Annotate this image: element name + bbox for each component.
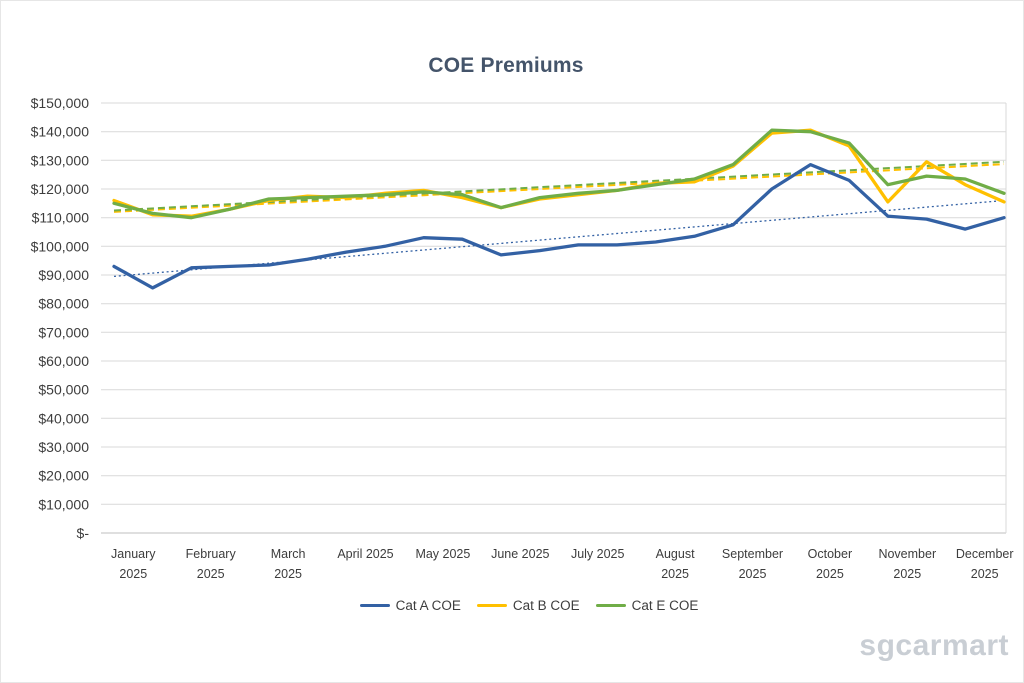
x-axis-tick-label: March [271, 547, 306, 561]
y-axis-tick-label: $50,000 [38, 382, 89, 398]
x-axis-tick-label: April 2025 [337, 547, 393, 561]
legend-item-cat-e: Cat E COE [595, 598, 699, 613]
x-axis-tick-label: September [722, 547, 783, 561]
sgcarmart-watermark: sgcarmart [859, 629, 1009, 662]
y-axis-tick-label: $40,000 [38, 410, 89, 426]
trendline-cat-b-coe [113, 163, 1005, 213]
y-axis-tick-label: $140,000 [31, 124, 90, 140]
y-axis-tick-label: $- [77, 525, 90, 541]
legend-label-cat-b: Cat B COE [512, 598, 580, 613]
x-axis-tick-label: August [656, 547, 695, 561]
x-axis-tick-label: January [111, 547, 156, 561]
x-axis-tick-label: 2025 [739, 567, 767, 581]
y-axis-tick-label: $10,000 [38, 496, 89, 512]
x-axis-tick-label: February [186, 547, 237, 561]
x-axis-tick-label: 2025 [971, 567, 999, 581]
series-line-cat-a-coe [112, 162, 1006, 290]
x-axis-tick-label: November [878, 547, 936, 561]
cat-b-line-swatch [476, 603, 507, 608]
x-axis-tick-label: October [808, 547, 852, 561]
y-axis-tick-label: $150,000 [31, 95, 90, 111]
legend-item-cat-b: Cat B COE [476, 598, 580, 613]
x-axis-tick-label: December [956, 547, 1014, 561]
y-axis-tick-label: $30,000 [38, 439, 89, 455]
legend-label-cat-a: Cat A COE [395, 598, 461, 613]
x-axis-tick-label: 2025 [274, 567, 302, 581]
chart-legend: Cat A COE Cat B COE Cat E COE [1, 598, 1023, 613]
cat-a-line-swatch [359, 603, 390, 608]
y-axis-tick-label: $90,000 [38, 267, 89, 283]
y-axis-tick-label: $80,000 [38, 296, 89, 312]
x-axis-tick-label: 2025 [661, 567, 689, 581]
x-axis-tick-label: July 2025 [571, 547, 625, 561]
y-axis-tick-label: $130,000 [31, 152, 90, 168]
x-axis-tick-label: 2025 [119, 567, 147, 581]
y-axis-tick-label: $20,000 [38, 468, 89, 484]
legend-label-cat-e: Cat E COE [631, 598, 699, 613]
series-line-cat-e-coe [112, 128, 1006, 220]
chart-title: COE Premiums [428, 54, 584, 77]
y-axis-tick-label: $120,000 [31, 181, 90, 197]
x-axis-tick-label: 2025 [197, 567, 225, 581]
y-axis-tick-label: $110,000 [32, 210, 90, 226]
x-axis-tick-label: 2025 [893, 567, 921, 581]
coe-premiums-line-chart: $- $10,000 $20,000 $30,000 $40,000 $50,000 $60… [31, 95, 1014, 581]
cat-e-line-swatch [595, 603, 626, 608]
x-axis-tick-label: 2025 [816, 567, 844, 581]
y-axis-tick-label: $70,000 [38, 324, 89, 340]
legend-item-cat-a: Cat A COE [359, 598, 461, 613]
x-axis-tick-label: May 2025 [415, 547, 470, 561]
x-axis-tick-label: June 2025 [491, 547, 549, 561]
y-axis-tick-label: $100,000 [31, 238, 90, 254]
y-axis-tick-label: $60,000 [38, 353, 89, 369]
